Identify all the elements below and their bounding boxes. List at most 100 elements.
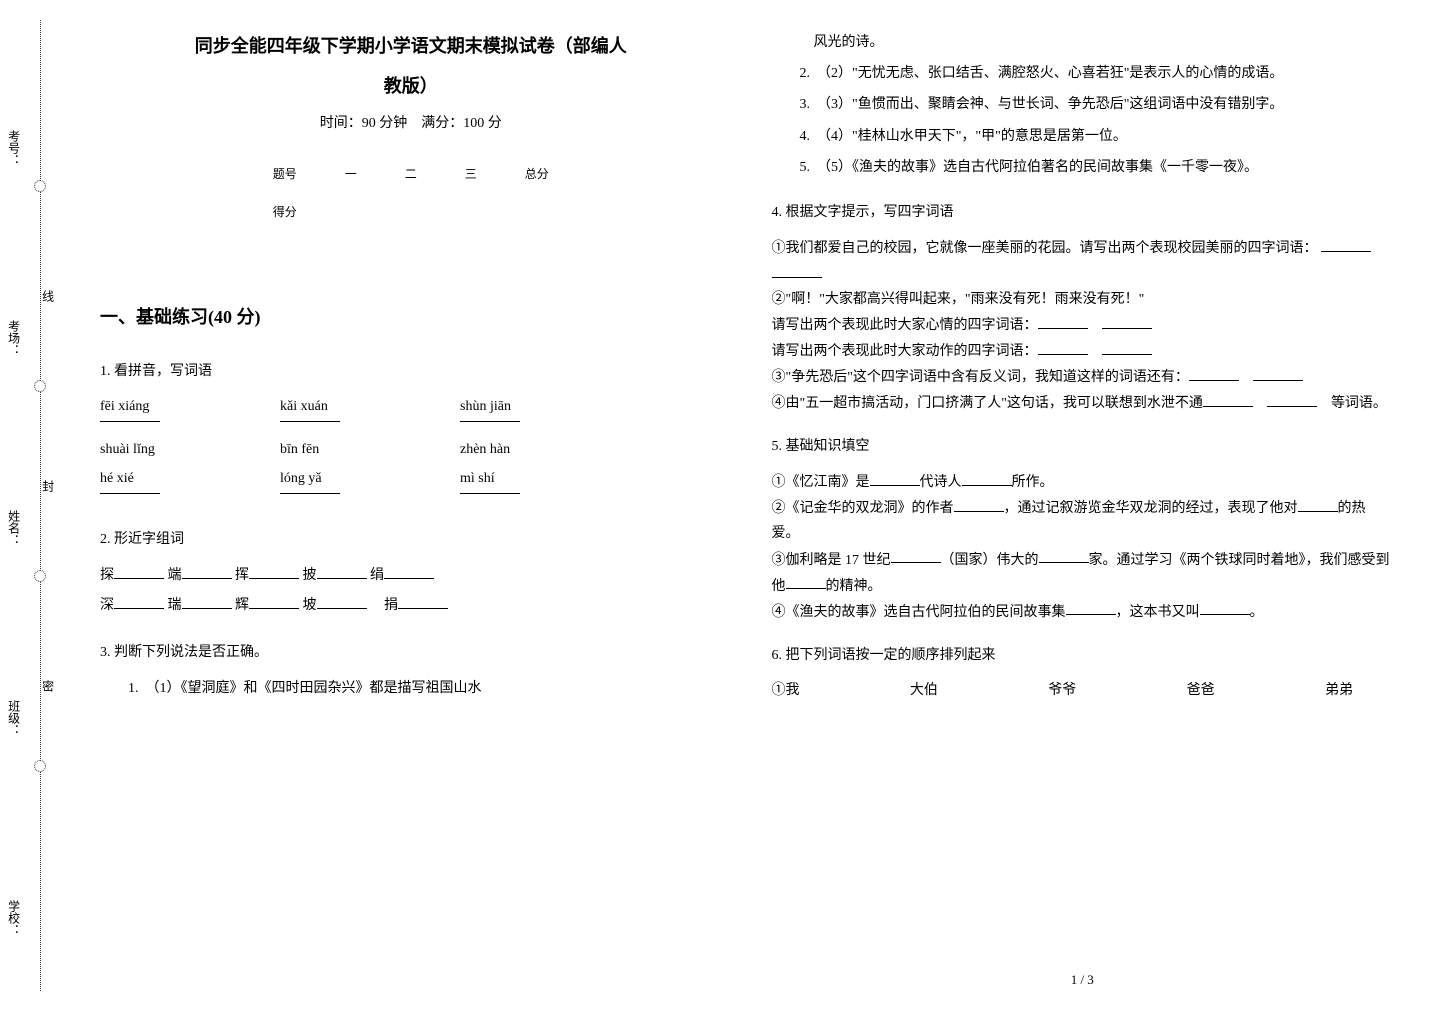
item-text: 伽利略是 17 世纪 — [786, 552, 891, 567]
word-item: 爸爸 — [1187, 678, 1215, 703]
answer-blank[interactable] — [870, 469, 920, 486]
answer-blank[interactable] — [100, 493, 160, 495]
question-5: 5. 基础知识填空 ①《忆江南》是代诗人所作。 ②《记金华的双龙洞》的作者，通过… — [772, 434, 1394, 624]
char-text: 探 — [100, 568, 114, 583]
item-num: ③ — [772, 370, 786, 385]
binding-circle — [34, 570, 46, 582]
answer-blank[interactable] — [1200, 599, 1250, 616]
pinyin-text: hé xié — [100, 466, 220, 491]
item-text: （4）"桂林山水甲天下"，"甲"的意思是居第一位。 — [824, 129, 1127, 144]
page-number: 1 / 3 — [772, 948, 1394, 991]
char-text: 捐 — [384, 598, 398, 613]
answer-blank[interactable] — [317, 592, 367, 609]
answer-blank[interactable] — [398, 592, 448, 609]
answer-blank[interactable] — [1066, 599, 1116, 616]
answer-blank[interactable] — [962, 469, 1012, 486]
question-6: 6. 把下列词语按一定的顺序排列起来 ①我 大伯 爷爷 爸爸 弟弟 — [772, 643, 1394, 703]
answer-blank[interactable] — [786, 573, 826, 590]
question-label: 5. 基础知识填空 — [772, 434, 1394, 459]
item-text: 所作。 — [1012, 475, 1054, 490]
item-num: ④ — [772, 604, 786, 619]
answer-blank[interactable] — [1267, 390, 1317, 407]
answer-blank[interactable] — [1321, 235, 1371, 252]
answer-blank[interactable] — [954, 495, 1004, 512]
q5-item: ④《渔夫的故事》选自古代阿拉伯的民间故事集，这本书又叫。 — [772, 599, 1394, 625]
item-text: 代诗人 — [920, 475, 962, 490]
pinyin-text: kǎi xuán — [280, 394, 400, 419]
item-num: ② — [772, 292, 786, 307]
answer-blank[interactable] — [249, 592, 299, 609]
pinyin-text: mì shí — [460, 466, 580, 491]
binding-char: 密 — [36, 680, 58, 692]
char-text: 瑞 — [168, 598, 182, 613]
score-row-label: 得分 — [249, 194, 321, 232]
char-group-line: 深 瑞 辉 坡 捐 — [100, 592, 722, 618]
pinyin-text: zhèn hàn — [460, 437, 580, 462]
item-text: （1）《望洞庭》和《四时田园杂兴》都是描写祖国山水 — [153, 681, 482, 696]
q5-item: ①《忆江南》是代诗人所作。 — [772, 469, 1394, 495]
item-text: 的精神。 — [826, 578, 882, 593]
char-text: 辉 — [235, 598, 249, 613]
answer-blank[interactable] — [1039, 547, 1089, 564]
side-label-name: 姓名： — [2, 510, 24, 546]
judgment-item: 3. （3）"鱼惯而出、聚睛会神、与世长词、争先恐后"这组词语中没有错别字。 — [786, 92, 1394, 117]
item-num: ① — [772, 241, 786, 256]
answer-blank[interactable] — [460, 493, 520, 495]
question-label: 3. 判断下列说法是否正确。 — [100, 640, 722, 665]
answer-blank[interactable] — [384, 562, 434, 579]
answer-blank[interactable] — [1298, 495, 1338, 512]
answer-blank[interactable] — [1038, 312, 1088, 329]
answer-blank[interactable] — [772, 261, 822, 278]
answer-blank[interactable] — [182, 592, 232, 609]
word-item: ①我 — [772, 678, 800, 703]
item-text: 请写出两个表现此时大家动作的四字词语： — [772, 344, 1038, 359]
score-header: 题号 — [249, 156, 321, 194]
binding-char: 封 — [36, 480, 58, 492]
q4-item: ②"啊！"大家都高兴得叫起来，"雨来没有死！雨来没有死！" 请写出两个表现此时大… — [772, 287, 1394, 364]
q5-item: ③伽利略是 17 世纪（国家）伟大的家。通过学习《两个铁球同时着地》，我们感受到… — [772, 547, 1394, 599]
answer-blank[interactable] — [460, 421, 520, 423]
word-item: 大伯 — [910, 678, 938, 703]
binding-circle — [34, 180, 46, 192]
table-row: 得分 — [249, 194, 573, 232]
score-header: 三 — [441, 156, 501, 194]
binding-circle — [34, 760, 46, 772]
judgment-item: 5. （5）《渔夫的故事》选自古代阿拉伯著名的民间故事集《一千零一夜》。 — [786, 155, 1394, 180]
answer-blank[interactable] — [100, 421, 160, 423]
question-label: 2. 形近字组词 — [100, 527, 722, 552]
answer-blank[interactable] — [249, 562, 299, 579]
answer-blank[interactable] — [114, 592, 164, 609]
q4-item: ①我们都爱自己的校园，它就像一座美丽的花园。请写出两个表现校园美丽的四字词语： — [772, 235, 1394, 287]
answer-blank[interactable] — [891, 547, 941, 564]
word-item: 弟弟 — [1325, 678, 1353, 703]
item-text: 《渔夫的故事》选自古代阿拉伯的民间故事集 — [786, 604, 1066, 619]
item-text: （国家）伟大的 — [941, 552, 1039, 567]
item-text: 我们都爱自己的校园，它就像一座美丽的花园。请写出两个表现校园美丽的四字词语： — [786, 241, 1318, 256]
answer-blank[interactable] — [1203, 390, 1253, 407]
answer-blank[interactable] — [280, 421, 340, 423]
answer-blank[interactable] — [1038, 338, 1088, 355]
pinyin-text: shuài lǐng — [100, 437, 220, 462]
answer-blank[interactable] — [1102, 312, 1152, 329]
judgment-item: 2. （2）"无忧无虑、张口结舌、满腔怒火、心喜若狂"是表示人的心情的成语。 — [786, 61, 1394, 86]
item-text: （5）《渔夫的故事》选自古代阿拉伯著名的民间故事集《一千零一夜》。 — [824, 160, 1258, 175]
item-num: ② — [772, 501, 786, 516]
answer-blank[interactable] — [1189, 364, 1239, 381]
pinyin-text: shùn jiān — [460, 394, 580, 419]
answer-blank[interactable] — [317, 562, 367, 579]
item-text: （2）"无忧无虑、张口结舌、满腔怒火、心喜若狂"是表示人的心情的成语。 — [824, 66, 1283, 81]
answer-blank[interactable] — [1253, 364, 1303, 381]
item-text: 风光的诗。 — [814, 35, 884, 50]
item-num: ③ — [772, 552, 786, 567]
answer-blank[interactable] — [1102, 338, 1152, 355]
pinyin-text: lóng yǎ — [280, 466, 400, 491]
score-table: 题号 一 二 三 总分 得分 — [249, 156, 573, 231]
score-header: 一 — [321, 156, 381, 194]
answer-blank[interactable] — [114, 562, 164, 579]
item-text: 等词语。 — [1331, 396, 1387, 411]
answer-blank[interactable] — [182, 562, 232, 579]
pinyin-text: bīn fēn — [280, 437, 400, 462]
side-label-room: 考场： — [2, 320, 24, 356]
section-title: 一、基础练习(40 分) — [100, 301, 722, 333]
answer-blank[interactable] — [280, 493, 340, 495]
